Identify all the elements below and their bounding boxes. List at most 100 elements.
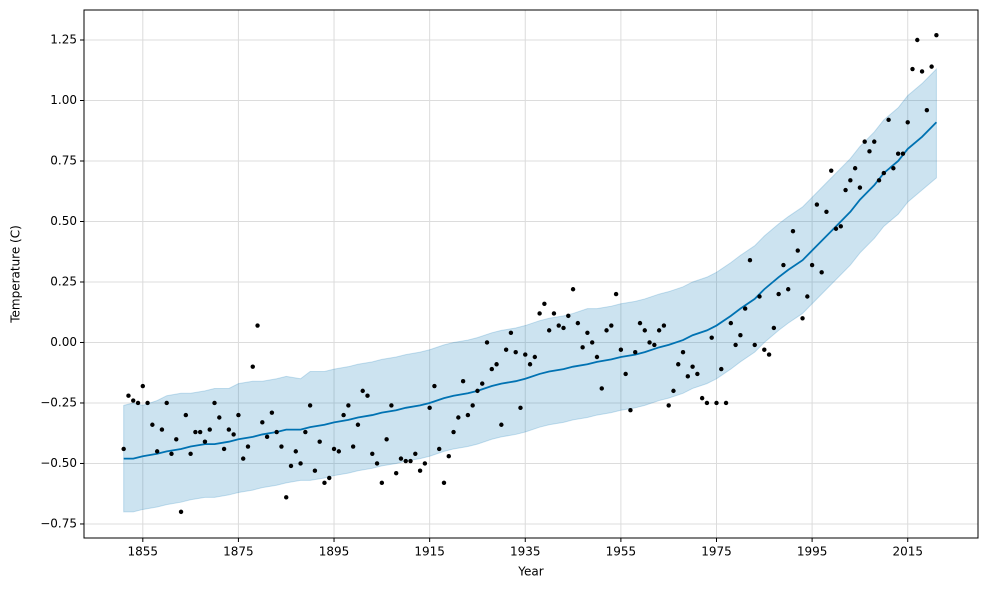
observed-point (322, 480, 327, 486)
observed-point (255, 323, 260, 328)
observed-point (661, 323, 667, 328)
observed-point (719, 366, 724, 372)
observed-point (408, 458, 413, 464)
observed-point (609, 323, 614, 328)
observed-point (489, 366, 494, 372)
observed-point (666, 403, 671, 408)
x-tick-label: 1955 (606, 545, 637, 559)
y-axis-label: Temperature (C) (9, 225, 23, 324)
observed-point (503, 347, 509, 352)
observed-point (264, 434, 270, 440)
observed-point (919, 69, 925, 74)
observed-point (676, 362, 681, 367)
observed-point (738, 333, 743, 338)
observed-point (800, 316, 805, 321)
observed-point (494, 362, 499, 367)
observed-point (183, 412, 189, 418)
observed-point (260, 420, 265, 425)
observed-point (159, 427, 165, 432)
observed-point (202, 439, 208, 444)
observed-point (599, 386, 604, 391)
observed-point (704, 400, 710, 406)
y-tick-label: −0.50 (40, 456, 77, 470)
observed-point (647, 340, 652, 345)
observed-point (695, 371, 700, 377)
observed-point (934, 32, 939, 38)
observed-point (637, 320, 643, 326)
observed-point (131, 398, 136, 403)
observed-point (881, 170, 887, 176)
y-tick-label: 0.50 (50, 214, 77, 228)
observed-point (331, 446, 337, 452)
observed-point (451, 429, 456, 435)
observed-point (221, 446, 227, 452)
y-tick-label: −0.25 (40, 395, 77, 409)
observed-point (475, 388, 480, 394)
observed-point (140, 383, 146, 389)
observed-point (207, 427, 212, 432)
observed-point (929, 64, 934, 69)
observed-point (742, 306, 748, 311)
observed-point (384, 437, 389, 442)
observed-point (757, 294, 762, 299)
observed-point (819, 270, 824, 275)
observed-point (752, 342, 757, 348)
observed-point (365, 393, 370, 398)
observed-point (886, 117, 891, 123)
y-tick-label: −0.75 (40, 516, 77, 530)
uncertainty-band (123, 67, 937, 513)
forecast-line (123, 121, 938, 460)
observed-point (150, 422, 155, 427)
observed-point (284, 495, 289, 500)
observed-point (776, 291, 781, 297)
observed-point (699, 395, 705, 401)
y-tick-label: 1.25 (50, 33, 77, 47)
observed-point (867, 149, 872, 154)
observed-point (346, 403, 351, 408)
y-tick-label: 0.75 (50, 153, 77, 167)
observed-point (250, 364, 255, 369)
observed-point (188, 451, 193, 456)
observed-point (456, 415, 461, 420)
observed-point (685, 374, 691, 379)
observed-point (465, 412, 471, 418)
observed-point (852, 166, 858, 171)
plot-area (84, 10, 978, 538)
observed-point (809, 262, 815, 268)
observed-point (240, 456, 246, 461)
observed-point (915, 37, 920, 43)
observed-point (843, 187, 848, 193)
observed-point (862, 139, 867, 144)
observed-point (303, 429, 308, 435)
observed-point (580, 345, 585, 350)
observed-point (197, 429, 203, 435)
observed-point (470, 403, 475, 408)
observed-point (656, 328, 662, 333)
observed-point (781, 262, 786, 268)
observed-point (652, 342, 657, 348)
observed-point (623, 371, 628, 377)
observed-point (566, 313, 571, 319)
observed-point (379, 480, 385, 486)
observed-point (910, 66, 915, 72)
observed-point (561, 325, 566, 331)
observed-point (551, 311, 557, 316)
observed-point (747, 258, 753, 263)
observed-point (169, 451, 174, 456)
observed-point (814, 202, 820, 207)
observed-point (924, 107, 930, 113)
observed-point (231, 432, 236, 437)
observed-point (480, 381, 485, 386)
observed-point (733, 342, 738, 348)
observed-point (355, 422, 361, 427)
axes-frame (83, 9, 979, 539)
observed-point (236, 412, 241, 418)
observed-point (857, 185, 863, 190)
observed-point (762, 347, 767, 352)
observed-point (527, 362, 533, 367)
observed-point (360, 388, 365, 394)
observed-point (513, 349, 518, 355)
observed-point (613, 291, 619, 297)
observed-point (499, 422, 504, 427)
